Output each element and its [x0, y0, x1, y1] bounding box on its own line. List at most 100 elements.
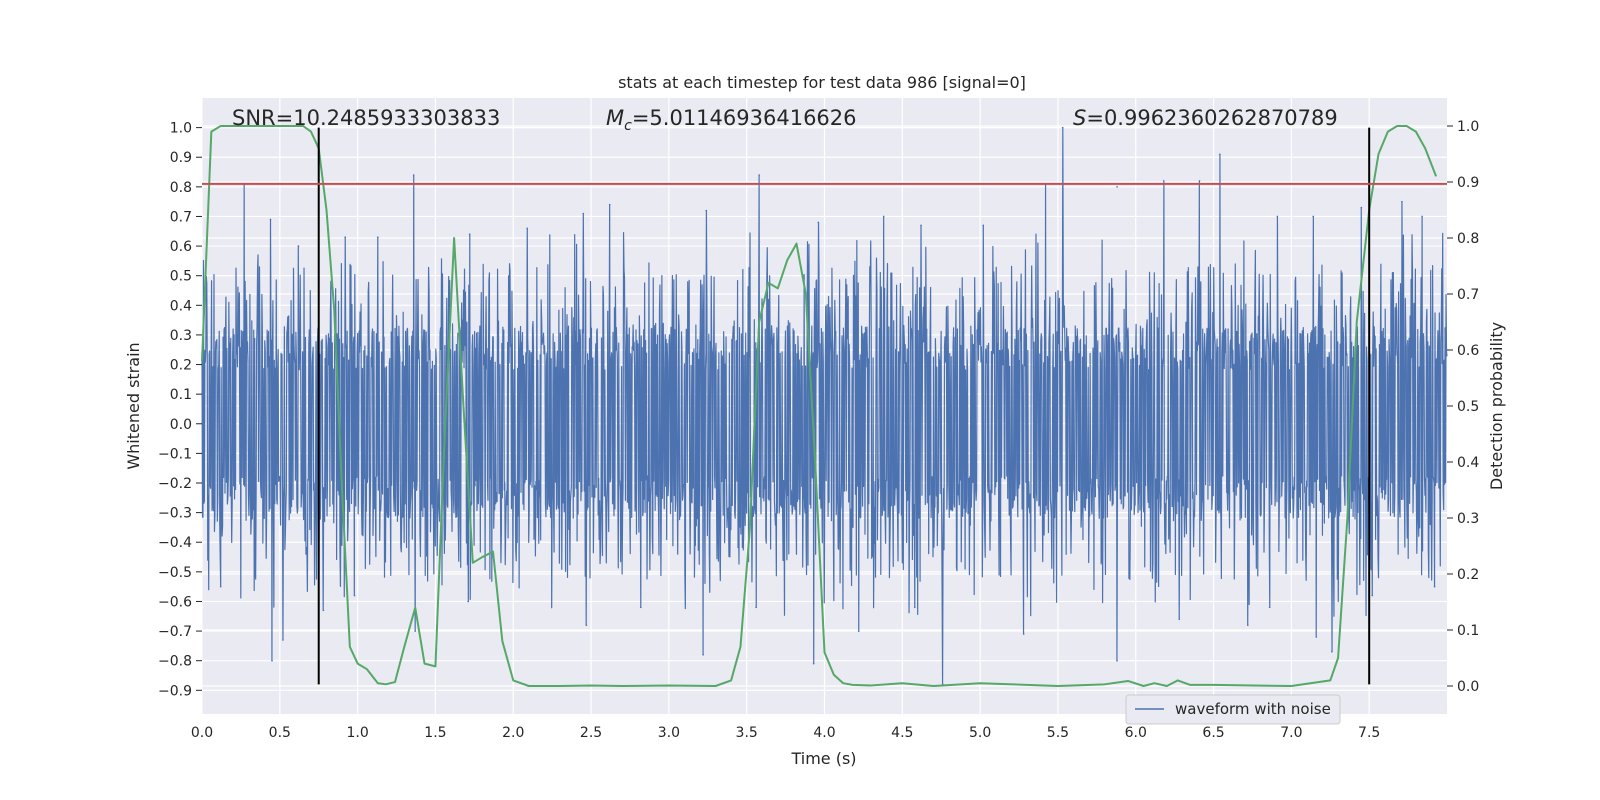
waveform-peak-point — [1401, 200, 1403, 203]
waveform-trough-point — [1331, 651, 1333, 653]
y-tick-label: 0.0 — [170, 417, 192, 433]
chart-title: stats at each timestep for test data 986… — [618, 73, 1026, 92]
waveform-peak-point — [920, 224, 922, 227]
x-tick-label: 2.0 — [502, 725, 524, 741]
y2-tick-label: 0.8 — [1457, 231, 1479, 247]
waveform-peak-point — [608, 203, 611, 206]
waveform-peak-point — [705, 209, 708, 212]
waveform-peak-point — [882, 215, 885, 218]
s-symbol: S — [1073, 106, 1086, 130]
vertical-markers — [317, 127, 1371, 685]
s-value: =0.9962360262870789 — [1086, 106, 1337, 130]
waveform-trough-point — [857, 630, 860, 632]
y-tick-label: −0.4 — [158, 535, 192, 551]
waveform-trough-point — [467, 600, 469, 603]
x-tick-label: 4.0 — [813, 725, 835, 741]
y-tick-label: 0.9 — [170, 150, 192, 166]
waveform-trough-point — [1315, 636, 1318, 638]
x-tick-labels: 0.0 0.5 1.0 1.5 2.0 2.5 3.0 3.5 4.0 4.5 5.0 5.5 6.0 6… — [191, 725, 1380, 741]
y-tick-label: 0.5 — [170, 269, 192, 285]
waveform-peak-point — [817, 221, 820, 224]
waveform-peak-point — [412, 174, 415, 176]
y-tick-label: 0.1 — [170, 387, 192, 403]
waveform-trough-point — [414, 630, 417, 632]
x-tick-label: 7.0 — [1280, 725, 1302, 741]
y-tick-label: 0.4 — [170, 298, 192, 314]
waveform-trough-point — [1268, 606, 1271, 609]
waveform-peak-point — [1198, 180, 1201, 182]
x-axis-label: Time (s) — [790, 749, 856, 768]
snr-annotation: SNR=10.2485933303833 — [232, 106, 500, 130]
waveform-trough-point — [913, 606, 916, 609]
y-tick-label: −0.5 — [158, 565, 192, 581]
waveform-peak-point — [1218, 153, 1221, 156]
waveform-peak-point — [377, 236, 379, 238]
waveform-peak-point — [982, 224, 985, 227]
x-tick-label: 3.0 — [658, 725, 680, 741]
y2-tick-label: 0.5 — [1457, 399, 1479, 415]
y-tick-label: −0.1 — [158, 446, 192, 462]
x-tick-label: 7.5 — [1358, 725, 1380, 741]
waveform-peak-point — [1162, 180, 1165, 182]
y2-axis-label: Detection probability — [1487, 322, 1506, 490]
waveform-peak-point — [1116, 186, 1118, 188]
waveform-trough-point — [755, 606, 757, 609]
y-tick-labels: 1.0 0.9 0.8 0.7 0.6 0.5 0.4 0.3 0.2 0.1 0.0 −0.1 −0.… — [158, 121, 202, 699]
waveform-trough-point — [1433, 585, 1436, 588]
waveform-trough-point — [585, 624, 588, 626]
x-tick-label: 1.5 — [424, 725, 446, 741]
waveform-trough-point — [219, 585, 222, 588]
y2-tick-labels: 1.0 0.9 0.8 0.7 0.6 0.5 0.4 0.3 0.2 0.1 0.0 — [1447, 119, 1479, 695]
s-annotation: S=0.9962360262870789 — [1073, 106, 1338, 130]
legend-box — [1125, 694, 1341, 725]
y-tick-label: −0.8 — [158, 654, 192, 670]
waveform-peak-point — [1276, 215, 1279, 218]
waveform-trough-point — [271, 659, 273, 662]
waveform-trough-point — [1247, 624, 1249, 626]
waveform-trough-point — [353, 594, 356, 597]
chirp-mass-symbol: M — [606, 106, 624, 130]
x-tick-label: 1.0 — [346, 725, 368, 741]
waveform-peak-point — [526, 227, 529, 230]
y-tick-label: 0.6 — [170, 239, 192, 255]
waveform-peak-point — [758, 174, 760, 176]
y-tick-label: 0.2 — [170, 358, 192, 374]
chirp-mass-value: =5.01146936416626 — [632, 106, 857, 130]
y2-tick-label: 0.2 — [1457, 567, 1479, 583]
waveform-peak-point — [297, 245, 300, 247]
x-tick-label: 0.0 — [191, 725, 213, 741]
waveform-trough-point — [282, 639, 284, 641]
y2-tick-label: 1.0 — [1457, 119, 1479, 135]
x-tick-label: 3.5 — [736, 725, 758, 741]
y-tick-label: −0.3 — [158, 506, 192, 522]
waveform-peak-point — [1312, 215, 1314, 218]
y-axis-label: Whitened strain — [124, 342, 143, 469]
waveform-series — [201, 126, 1448, 686]
y-tick-label: −0.7 — [158, 624, 192, 640]
waveform-trough-point — [1178, 618, 1181, 621]
waveform-peak-point — [344, 236, 346, 238]
waveform-trough-point — [812, 662, 815, 665]
y2-tick-label: 0.4 — [1457, 455, 1479, 471]
y2-tick-label: 0.0 — [1457, 679, 1479, 695]
x-tick-label: 5.5 — [1047, 725, 1069, 741]
waveform-peak-point — [269, 218, 272, 221]
waveform-trough-point — [640, 606, 642, 609]
y-tick-label: −0.2 — [158, 476, 192, 492]
legend-label: waveform with noise — [1175, 700, 1331, 718]
chirp-mass-annotation: Mc=5.01146936416626 — [606, 106, 857, 134]
y2-tick-label: 0.7 — [1457, 287, 1479, 303]
probability-series — [201, 125, 1438, 687]
waveform-trough-point — [1022, 633, 1025, 635]
x-tick-label: 2.5 — [580, 725, 602, 741]
waveform-line — [201, 127, 1448, 685]
x-tick-label: 5.0 — [969, 725, 991, 741]
chirp-mass-subscript: c — [624, 118, 632, 134]
y-tick-label: −0.9 — [158, 683, 192, 699]
x-tick-label: 4.5 — [891, 725, 913, 741]
waveform-peak-point — [582, 212, 585, 215]
y-tick-label: 0.8 — [170, 180, 192, 196]
y2-tick-label: 0.3 — [1457, 511, 1479, 527]
y2-tick-label: 0.6 — [1457, 343, 1479, 359]
